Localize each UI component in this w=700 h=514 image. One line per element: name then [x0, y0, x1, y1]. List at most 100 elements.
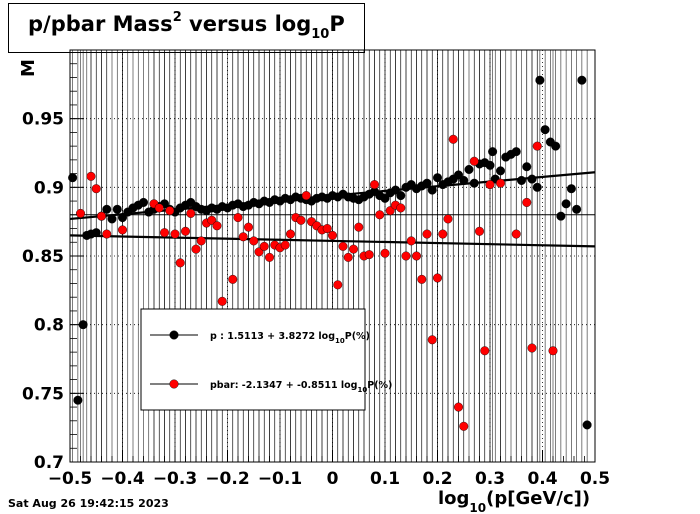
p-point [511, 147, 521, 157]
pbar-point [433, 273, 443, 283]
pbar-point [217, 296, 227, 306]
title-prefix: p/pbar Mass [28, 12, 173, 36]
pbar-point [286, 229, 296, 239]
p-point [527, 174, 537, 184]
pbar-point [349, 244, 359, 254]
x-tick-label: 0.5 [580, 469, 610, 489]
pbar-point [396, 203, 406, 213]
pbar-point [154, 203, 164, 213]
p-point [517, 175, 527, 185]
legend-label-pbar: pbar: -2.1347 + -0.8511 log10P(%) [210, 380, 392, 394]
legend-label-prefix: pbar: -2.1347 + -0.8511 log [210, 380, 357, 391]
p-point [380, 193, 390, 203]
legend-label-prefix: p : 1.5113 + 3.8272 log [210, 331, 335, 342]
pbar-point [548, 346, 558, 356]
p-point [107, 214, 117, 224]
p-point [464, 164, 474, 174]
x-tick-label: 0.4 [527, 469, 557, 489]
pbar-point [228, 274, 238, 284]
p-point [91, 228, 101, 238]
pbar-point [338, 241, 348, 251]
p-point [577, 75, 587, 85]
pbar-point [265, 252, 275, 262]
legend-marker-pbar [169, 379, 179, 389]
pbar-point [75, 208, 85, 218]
pbar-point [375, 210, 385, 220]
p-point [117, 213, 127, 223]
pbar-point [422, 229, 432, 239]
x-tick-label: 0.1 [370, 469, 400, 489]
pbar-point [296, 215, 306, 225]
p-point [535, 75, 545, 85]
p-point [112, 204, 122, 214]
pbar-point [370, 180, 380, 190]
legend-box [140, 308, 366, 411]
p-point [566, 184, 576, 194]
p-point [572, 204, 582, 214]
pbar-point [175, 258, 185, 268]
pbar-point [417, 274, 427, 284]
data-points [68, 75, 592, 431]
p-point [582, 420, 592, 430]
pbar-point [170, 229, 180, 239]
x-tick-label: −0.5 [48, 469, 92, 489]
chart-title: p/pbar Mass2 versus log10P [8, 3, 365, 53]
p-point [396, 191, 406, 201]
legend-label-suffix: P(%) [367, 380, 392, 391]
p-point [427, 185, 437, 195]
pbar-point [243, 222, 253, 232]
pbar-point [364, 250, 374, 260]
legend: p : 1.5113 + 3.8272 log10P(%)pbar: -2.13… [140, 308, 392, 411]
pbar-point [196, 236, 206, 246]
x-tick-label: 0.3 [475, 469, 505, 489]
pbar-point [475, 226, 485, 236]
x-tick-label: 0 [327, 469, 339, 489]
x-tick-label: −0.4 [100, 469, 145, 489]
legend-label-sub: 10 [335, 337, 345, 345]
y-tick-label: 0.95 [22, 110, 64, 130]
y-tick-label: 0.85 [22, 247, 64, 267]
x-axis-label-sub: 10 [469, 501, 486, 514]
y-tick-label: 0.9 [34, 178, 64, 198]
title-middle: versus log [181, 12, 312, 36]
pbar-point [459, 421, 469, 431]
pbar-point [469, 156, 479, 166]
y-tick-label: 0.8 [34, 316, 64, 336]
pbar-point [385, 206, 395, 216]
pbar-point [448, 134, 458, 144]
p-point [73, 395, 83, 405]
pbar-point [443, 214, 453, 224]
pbar-point [96, 211, 106, 221]
legend-label-suffix: P(%) [345, 331, 370, 342]
pbar-point [401, 251, 411, 261]
pbar-point [427, 335, 437, 345]
y-tick-label: 0.7 [34, 453, 64, 473]
pbar-point [480, 346, 490, 356]
timestamp: Sat Aug 26 19:42:15 2023 [8, 497, 169, 510]
pbar-point [496, 178, 506, 188]
pbar-point [259, 241, 269, 251]
title-subscript: 10 [311, 27, 330, 42]
pbar-point [301, 191, 311, 201]
pbar-point [159, 228, 169, 238]
pbar-point [485, 180, 495, 190]
title-superscript: 2 [172, 10, 182, 25]
p-point [532, 182, 542, 192]
pbar-point [238, 232, 248, 242]
y-axis-label: M [18, 59, 39, 77]
x-tick-label: −0.2 [205, 469, 249, 489]
pbar-point [380, 248, 390, 258]
y-tick-label: 0.75 [22, 384, 64, 404]
p-point [459, 175, 469, 185]
pbar-point [333, 280, 343, 290]
legend-label-sub: 10 [357, 386, 367, 394]
legend-label-p: p : 1.5113 + 3.8272 log10P(%) [210, 331, 370, 345]
pbar-point [454, 402, 464, 412]
p-point [391, 185, 401, 195]
p-point [522, 162, 532, 172]
p-point [556, 211, 566, 221]
pbar-point [212, 221, 222, 231]
p-point [469, 178, 479, 188]
pbar-point [438, 229, 448, 239]
